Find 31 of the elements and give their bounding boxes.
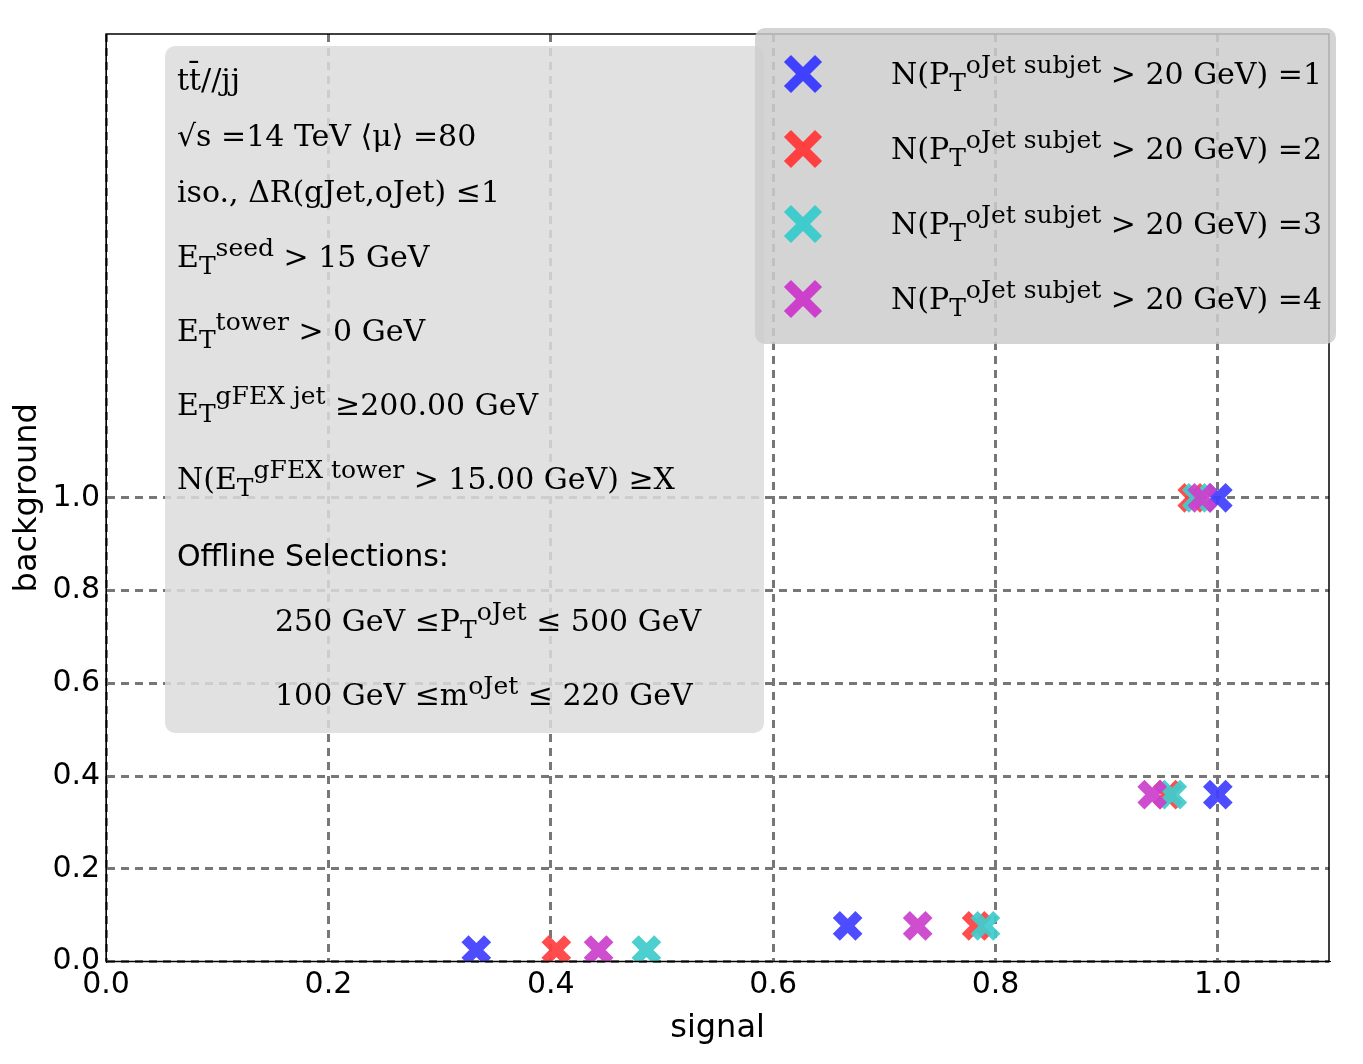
y-axis-title: background: [5, 403, 44, 593]
annotation: E$_{T}$$^{gFEX jet}$ ≥200.00 GeV: [177, 380, 540, 430]
x-tick-label: 1.0: [1193, 965, 1242, 1001]
point: [1135, 778, 1169, 811]
legend-label: N(P$_{T}$$^{oJet subjet}$ > 20 GeV) =2: [891, 125, 1322, 172]
annotation: 100 GeV ≤m$^{oJet}$ ≤ 220 GeV: [274, 670, 694, 714]
point: [901, 909, 934, 943]
x-tick-label: 0.4: [526, 965, 575, 1001]
y-tick-label: 0.8: [52, 570, 101, 606]
annotation: Offline Selections:: [177, 537, 450, 575]
y-tick-label: 0.4: [52, 755, 101, 791]
x-tick-label: 0.6: [749, 965, 797, 1001]
legend-label: N(P$_{T}$$^{oJet subjet}$ > 20 GeV) =3: [891, 200, 1322, 247]
x-tick-label: 0.8: [971, 965, 1020, 1001]
annotation: iso., ΔR(gJet,oJet) ≤1: [177, 173, 502, 211]
annotation: √s =14 TeV ⟨μ⟩ =80: [177, 117, 478, 155]
annotation: N(E$_{T}$$^{gFEX tower}$ > 15.00 GeV) ≥X: [177, 454, 676, 504]
point: [969, 909, 1002, 943]
y-tick-label: 0.2: [52, 848, 101, 884]
point: [831, 909, 864, 943]
y-tick-label: 1.0: [52, 477, 101, 513]
annotation: tt̄//jj: [177, 59, 241, 99]
annotation: E$_{T}$$^{tower}$ > 0 GeV: [177, 306, 427, 356]
legend-label: N(P$_{T}$$^{oJet subjet}$ > 20 GeV) =4: [891, 275, 1322, 322]
y-tick-label: 0.6: [52, 663, 101, 699]
x-tick-label: 0.2: [304, 965, 353, 1001]
annotation: 250 GeV ≤P$_{T}$$^{oJet}$ ≤ 500 GeV: [274, 596, 703, 646]
annotation: E$_{T}$$^{seed}$ > 15 GeV: [177, 232, 431, 282]
legend-label: N(P$_{T}$$^{oJet subjet}$ > 20 GeV) =1: [891, 50, 1322, 97]
x-axis-title: signal: [670, 1007, 765, 1046]
point: [1201, 778, 1235, 811]
